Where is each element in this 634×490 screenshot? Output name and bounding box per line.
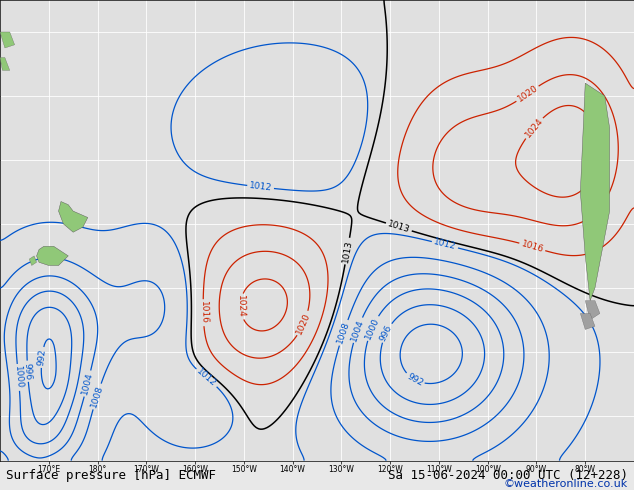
Text: 996: 996 — [378, 323, 394, 343]
Text: 1008: 1008 — [89, 384, 105, 409]
Text: 1004: 1004 — [349, 318, 366, 343]
Text: 1024: 1024 — [236, 295, 245, 318]
Polygon shape — [585, 301, 600, 320]
Text: 1016: 1016 — [198, 301, 208, 324]
Text: 1013: 1013 — [341, 239, 354, 263]
Text: 1000: 1000 — [13, 366, 24, 389]
Text: 1016: 1016 — [520, 239, 545, 254]
Polygon shape — [37, 246, 68, 266]
Text: 1012: 1012 — [249, 181, 273, 193]
Text: 1013: 1013 — [387, 220, 411, 235]
Text: Surface pressure [hPa] ECMWF: Surface pressure [hPa] ECMWF — [6, 469, 216, 483]
Polygon shape — [0, 32, 15, 48]
Text: 1024: 1024 — [523, 116, 545, 140]
Text: 1012: 1012 — [195, 367, 218, 389]
Text: 992: 992 — [37, 348, 48, 367]
Text: Sa 15-06-2024 00:00 UTC (12+228): Sa 15-06-2024 00:00 UTC (12+228) — [387, 469, 628, 483]
Text: 1004: 1004 — [81, 371, 94, 396]
Text: 1020: 1020 — [295, 311, 313, 336]
Text: 996: 996 — [23, 363, 32, 380]
Polygon shape — [0, 57, 10, 71]
Polygon shape — [580, 83, 610, 301]
Polygon shape — [580, 314, 595, 329]
Text: 1020: 1020 — [515, 84, 540, 104]
Text: 1008: 1008 — [335, 320, 351, 345]
Polygon shape — [58, 201, 87, 232]
Polygon shape — [29, 256, 37, 266]
Text: ©weatheronline.co.uk: ©weatheronline.co.uk — [503, 479, 628, 489]
Text: 1012: 1012 — [433, 238, 457, 252]
Text: 992: 992 — [405, 371, 424, 388]
Text: 1000: 1000 — [363, 316, 381, 341]
